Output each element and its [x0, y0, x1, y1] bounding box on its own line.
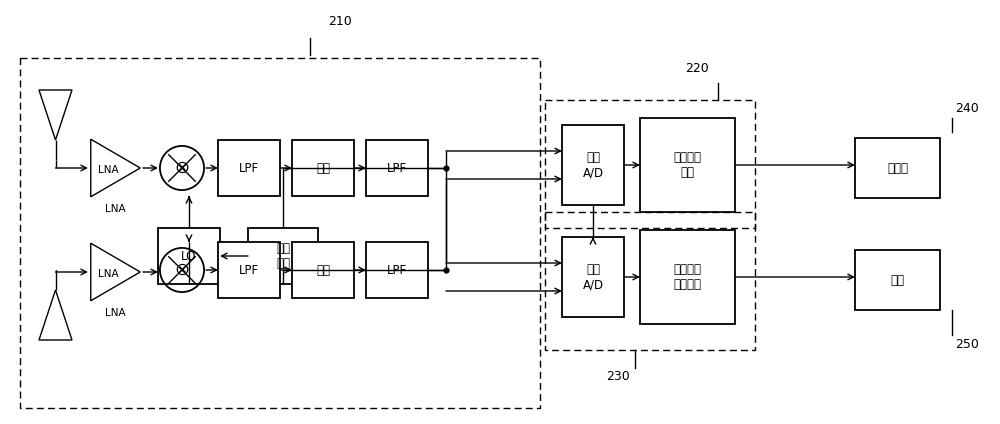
Text: LPF: LPF	[387, 263, 407, 276]
Bar	[855, 250, 940, 310]
Bar	[366, 242, 428, 298]
Text: 中放: 中放	[316, 162, 330, 175]
Text: 220: 220	[685, 62, 709, 75]
Text: LNA: LNA	[105, 204, 126, 214]
Text: 参考
时钟: 参考 时钟	[276, 242, 290, 270]
Bar	[292, 242, 354, 298]
Bar	[640, 230, 735, 324]
Text: LNA: LNA	[105, 308, 126, 318]
Text: ⊗: ⊗	[174, 159, 190, 177]
Bar	[545, 212, 755, 350]
Text: LPF: LPF	[239, 162, 259, 175]
Bar	[248, 228, 318, 284]
Text: 实时信号
处理芯片: 实时信号 处理芯片	[674, 263, 702, 291]
Bar	[562, 125, 624, 205]
Text: LNA: LNA	[98, 165, 118, 175]
Bar	[292, 140, 354, 196]
Text: 中放: 中放	[316, 263, 330, 276]
Text: 240: 240	[955, 102, 979, 115]
Bar	[640, 118, 735, 212]
Bar	[20, 58, 540, 408]
Bar	[366, 140, 428, 196]
Text: 双路
A/D: 双路 A/D	[582, 263, 604, 291]
Text: LPF: LPF	[239, 263, 259, 276]
Text: 230: 230	[606, 370, 630, 383]
Text: 210: 210	[328, 15, 352, 28]
Text: ⊗: ⊗	[174, 261, 190, 279]
Text: 存储器: 存储器	[887, 162, 908, 175]
Text: 数据采集
芯片: 数据采集 芯片	[674, 151, 702, 179]
Text: LNA: LNA	[98, 269, 118, 279]
Text: LO: LO	[181, 249, 197, 262]
Text: 250: 250	[955, 338, 979, 351]
Bar	[218, 242, 280, 298]
Text: LPF: LPF	[387, 162, 407, 175]
Bar	[545, 100, 755, 228]
Bar	[562, 237, 624, 317]
Bar	[218, 140, 280, 196]
Text: 终端: 终端	[891, 273, 904, 287]
Text: 双路
A/D: 双路 A/D	[582, 151, 604, 179]
Bar	[855, 138, 940, 198]
Bar	[158, 228, 220, 284]
